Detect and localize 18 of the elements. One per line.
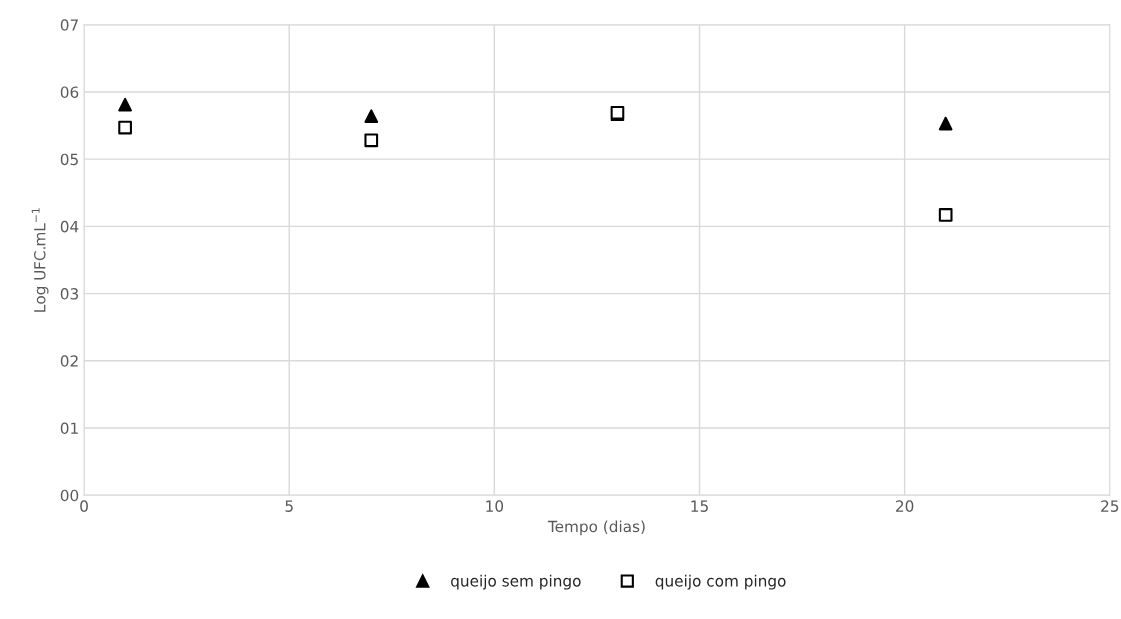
legend-label: queijo sem pingo [451,574,581,590]
y-tick-label: 04 [60,220,79,233]
y-tick-label: 01 [60,422,78,435]
x-tick-label: 25 [1101,500,1119,512]
y-tick-label: 06 [60,86,79,98]
x-tick-label: 20 [896,500,914,512]
x-tick-label: 0 [80,500,88,512]
y-tick-label: 07 [60,19,78,31]
y-tick-label: 03 [60,288,78,300]
y-tick-label: 02 [60,355,78,367]
y-axis-title: Log UFC.mL$^{−1}$ [31,208,49,312]
legend-label: queijo com pingo [655,574,786,590]
y-tick-label: 05 [60,153,78,166]
x-axis-title: Tempo (dias) [547,520,645,536]
x-tick-label: 15 [691,500,708,512]
x-tick-label: 5 [285,500,293,512]
y-tick-label: 00 [60,489,79,502]
x-tick-label: 10 [486,500,504,512]
